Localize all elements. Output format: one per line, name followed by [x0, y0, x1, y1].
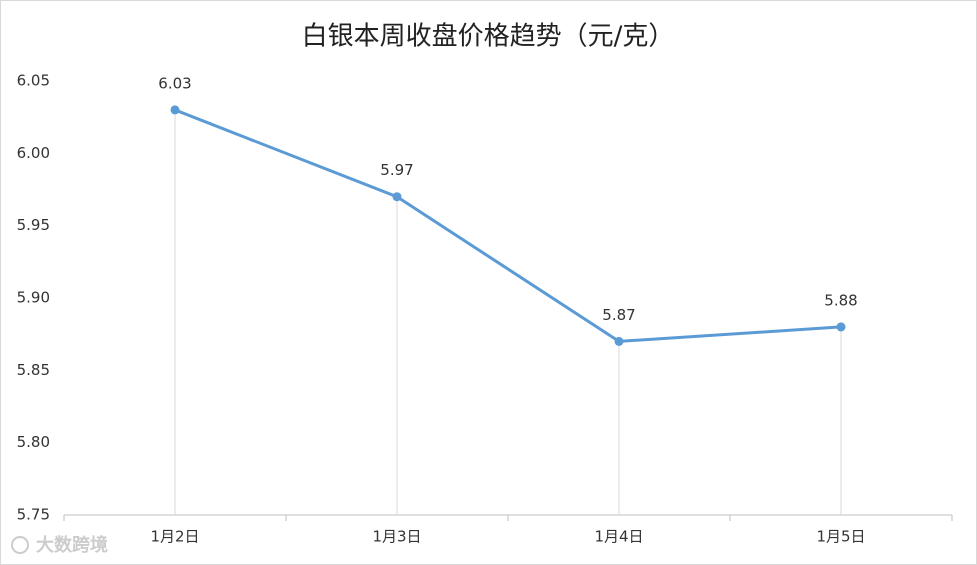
y-tick-label: 5.75 — [17, 506, 50, 524]
marker — [614, 336, 624, 346]
x-tick-label: 1月2日 — [150, 528, 199, 546]
y-tick-label: 5.90 — [17, 289, 50, 307]
chart-title: 白银本周收盘价格趋势（元/克） — [302, 22, 675, 52]
data-label: 6.03 — [158, 74, 191, 92]
x-tick-label: 1月5日 — [816, 528, 865, 546]
y-tick-label: 5.85 — [17, 361, 50, 379]
data-label: 5.88 — [824, 291, 857, 309]
watermark: 大数跨境 — [36, 534, 108, 556]
marker — [836, 322, 846, 332]
y-tick-label: 6.00 — [17, 144, 50, 162]
watermark-icon — [11, 536, 29, 554]
line — [174, 108, 842, 343]
y-tick-label: 6.05 — [17, 72, 50, 90]
data-label: 5.97 — [380, 161, 413, 179]
x-tick-label: 1月3日 — [372, 528, 421, 546]
data-label: 5.87 — [602, 306, 635, 324]
y-tick-label: 5.95 — [17, 216, 50, 234]
y-tick-label: 5.80 — [17, 433, 50, 451]
marker — [392, 192, 402, 202]
marker — [170, 105, 180, 115]
x-tick-label: 1月4日 — [594, 528, 643, 546]
